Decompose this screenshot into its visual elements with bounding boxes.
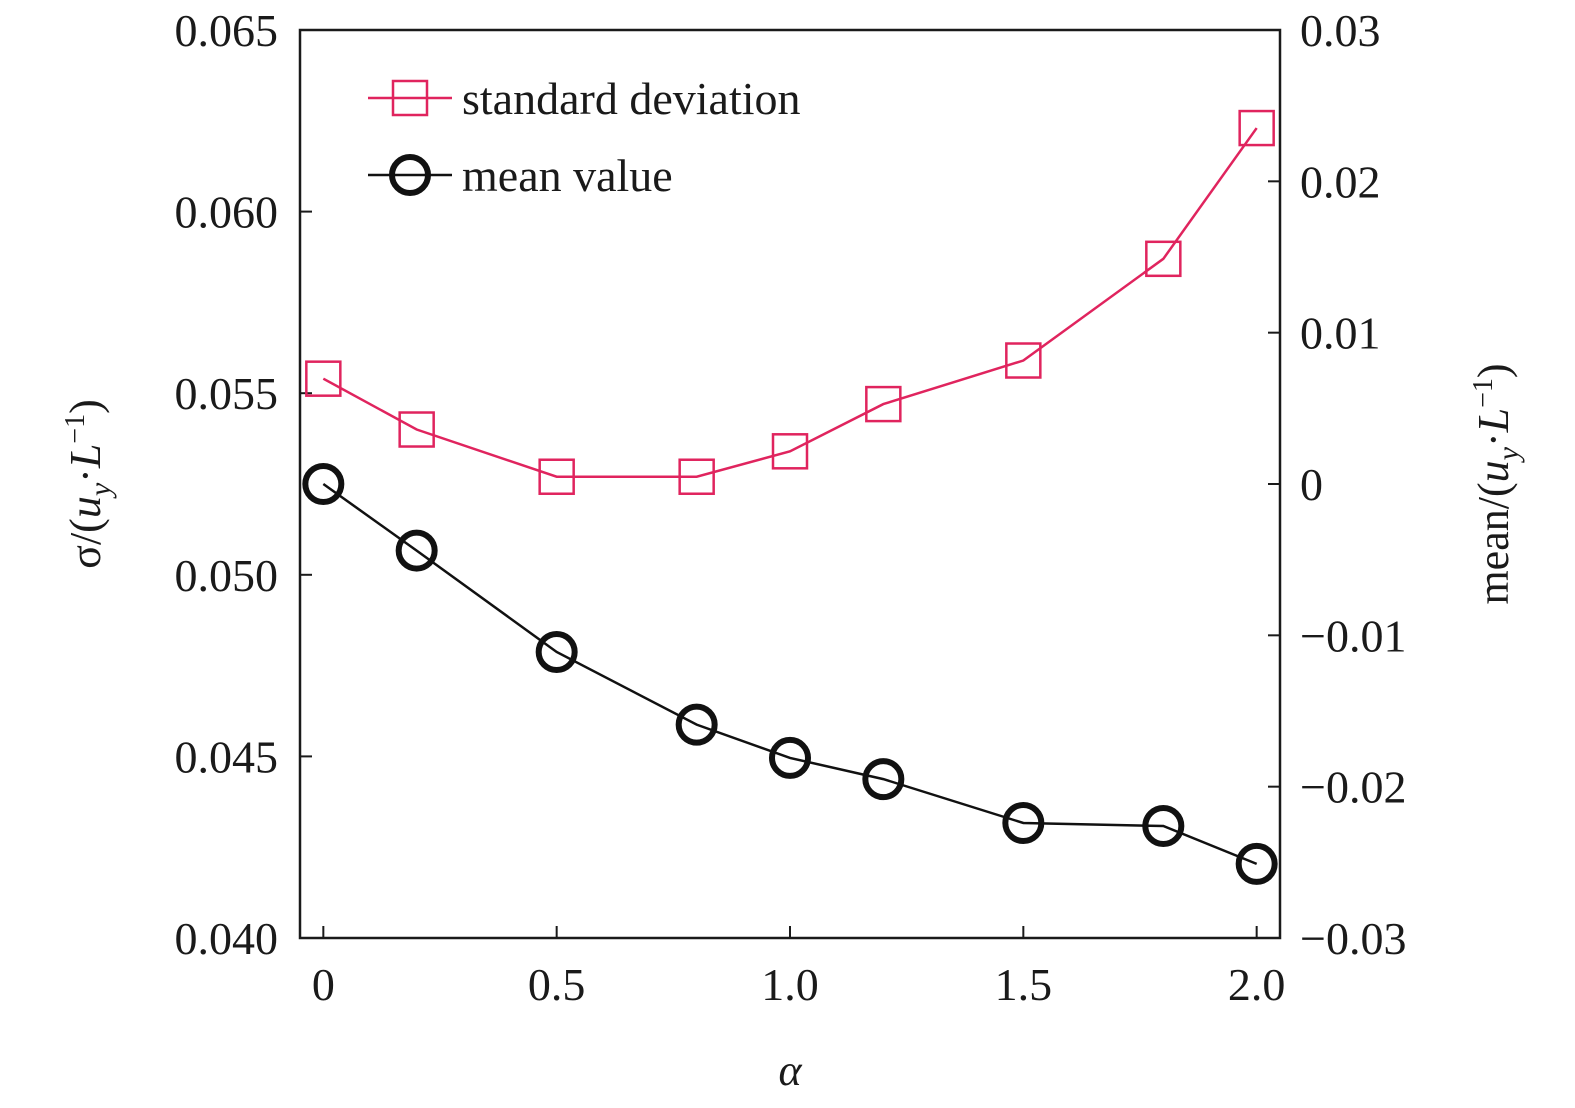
mean-value-point [1002, 801, 1045, 844]
left-y-label-suffix: ) [61, 399, 110, 414]
standard-deviation-point [678, 458, 715, 495]
x-tick-label: 0.5 [528, 959, 586, 1010]
standard-deviation-line [322, 127, 1258, 478]
mean-value-point [769, 736, 811, 779]
standard-deviation-point [1005, 342, 1042, 379]
legend-mean-value-label: mean value [462, 150, 673, 201]
left-y-tick-label: 0.065 [175, 5, 279, 56]
right-y-tick-label: 0.02 [1300, 156, 1381, 207]
series-layer [302, 109, 1278, 885]
standard-deviation-point [771, 433, 809, 470]
right-y-label-sup: −1 [1468, 378, 1499, 408]
right-y-axis-ticks: −0.03 −0.02 −0.01 0 0.01 0.02 0.03 [1268, 5, 1406, 964]
right-y-tick-label: −0.03 [1300, 913, 1406, 964]
mean-value-point [535, 630, 578, 673]
left-y-label-sup: −1 [60, 414, 91, 444]
left-y-axis-label: σ/(uy·L−1) [60, 399, 117, 569]
right-y-tick-label: 0.01 [1300, 308, 1381, 359]
x-axis-ticks: 0 0.5 1.0 1.5 2.0 [312, 926, 1286, 1010]
left-y-label-sub: y [84, 482, 117, 499]
right-y-tick-label: 0 [1300, 459, 1323, 510]
x-tick-label: 1.5 [995, 959, 1053, 1010]
legend-mean-value-marker [389, 154, 431, 196]
x-axis-label: α [778, 1046, 802, 1095]
right-y-label-mid: · [1469, 432, 1518, 447]
right-y-label-prefix: mean/( [1469, 482, 1518, 604]
left-y-tick-label: 0.050 [175, 550, 279, 601]
left-y-label-var2: L [61, 444, 110, 469]
x-tick-label: 0 [312, 959, 335, 1010]
right-y-label-suffix: ) [1469, 363, 1518, 378]
left-y-tick-label: 0.045 [175, 731, 279, 782]
standard-deviation-point [865, 385, 902, 423]
mean-value-point [1142, 805, 1185, 848]
left-y-tick-label: 0.040 [175, 913, 279, 964]
left-y-label-mid: · [61, 468, 110, 483]
mean-value-point [862, 758, 905, 801]
standard-deviation-point [1238, 109, 1275, 147]
left-y-axis-ticks: 0.040 0.045 0.050 0.055 0.060 0.065 [175, 5, 312, 964]
left-y-label-prefix: σ/( [61, 518, 110, 569]
plot-frame [298, 28, 1282, 940]
standard-deviation-point [538, 458, 575, 495]
left-y-tick-label: 0.060 [175, 187, 279, 238]
right-y-label-var2: L [1469, 408, 1518, 433]
mean-value-point [675, 703, 718, 746]
standard-deviation-point [305, 360, 342, 397]
mean-value-line [322, 482, 1258, 866]
legend-standard-deviation-label: standard deviation [462, 73, 801, 124]
x-tick-label: 1.0 [761, 959, 819, 1010]
mean-value-point [302, 463, 345, 505]
x-tick-label: 2.0 [1228, 959, 1286, 1010]
left-y-tick-label: 0.055 [175, 368, 279, 419]
right-y-label-var: u [1469, 460, 1518, 482]
right-y-tick-label: −0.02 [1300, 762, 1406, 813]
right-y-tick-label: 0.03 [1300, 5, 1381, 56]
right-y-axis-label: mean/(uy·L−1) [1468, 363, 1525, 604]
right-y-label-sub: y [1492, 446, 1525, 463]
mean-value-point [395, 529, 438, 572]
standard-deviation-point [398, 411, 435, 448]
legend-standard-deviation-marker [391, 79, 429, 117]
legend: standard deviation mean value [368, 73, 801, 201]
right-y-tick-label: −0.01 [1300, 610, 1406, 661]
standard-deviation-point [1145, 240, 1182, 278]
mean-value-point [1235, 842, 1278, 885]
left-y-label-var: u [61, 496, 110, 518]
